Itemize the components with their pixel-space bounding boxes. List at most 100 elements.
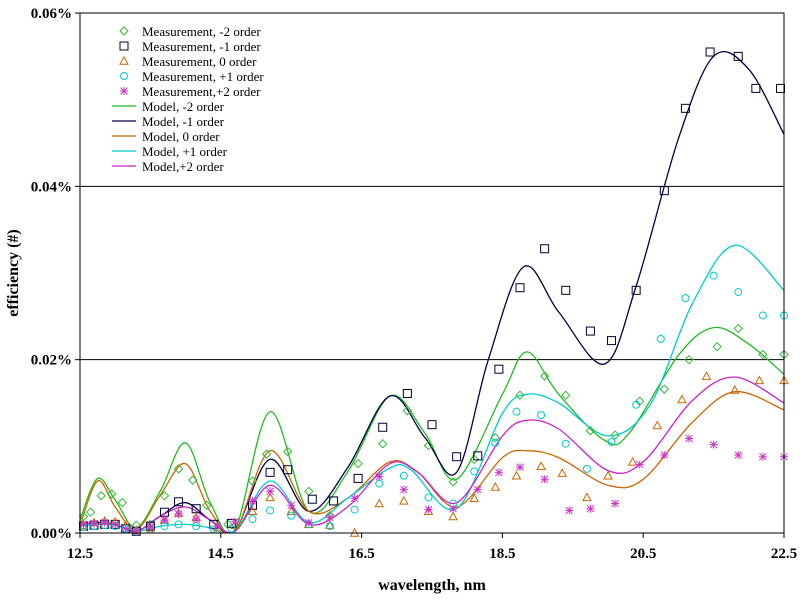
- marker-series-4: [192, 515, 201, 524]
- marker-series-0: [106, 489, 117, 499]
- marker-series-0: [448, 477, 458, 487]
- marker-series-2: [557, 468, 568, 477]
- marker-series-3: [491, 438, 500, 447]
- x-tick-label: 22.5: [771, 546, 797, 562]
- marker-series-0: [117, 497, 127, 508]
- marker-series-4: [287, 501, 296, 510]
- marker-series-2: [469, 493, 480, 503]
- legend-label: Model, +1 order: [142, 144, 228, 159]
- marker-series-4: [565, 506, 574, 515]
- marker-series-4: [660, 451, 669, 459]
- marker-series-1: [775, 83, 785, 93]
- y-tick-label: 0.00%: [31, 526, 72, 542]
- marker-series-1: [561, 285, 571, 295]
- marker-series-0: [353, 458, 363, 469]
- marker-series-2: [582, 492, 592, 502]
- marker-series-2: [603, 470, 613, 480]
- marker-series-3: [325, 522, 334, 531]
- marker-series-3: [375, 479, 384, 488]
- marker-series-3: [424, 493, 433, 502]
- marker-series-3: [227, 524, 236, 533]
- legend-label: Measurement, +1 order: [142, 69, 264, 84]
- marker-series-0: [187, 475, 198, 485]
- marker-series-1: [515, 283, 525, 293]
- marker-series-4: [586, 504, 595, 513]
- marker-series-4: [266, 487, 275, 496]
- marker-series-4: [213, 522, 222, 531]
- x-tick-label: 20.5: [630, 546, 656, 562]
- marker-series-0: [733, 323, 743, 334]
- measurement-markers: [78, 47, 789, 537]
- marker-series-4: [230, 517, 239, 526]
- marker-series-0: [585, 426, 596, 436]
- axis-ticks: 0.00% 0.02% 0.04% 0.06% 12.5 14.5 16.5 18.5 20.5…: [31, 6, 797, 562]
- marker-series-1: [427, 420, 437, 430]
- marker-series-2: [247, 506, 258, 516]
- marker-series-4: [248, 496, 257, 505]
- marker-series-4: [684, 434, 693, 443]
- marker-series-4: [494, 468, 503, 477]
- marker-series-3: [470, 467, 479, 476]
- marker-series-4: [473, 485, 482, 494]
- marker-series-3: [709, 271, 718, 280]
- legend-label: Measurement, -2 order: [142, 24, 261, 39]
- marker-series-2: [265, 492, 275, 502]
- x-tick-label: 12.5: [67, 546, 93, 562]
- marker-series-0: [515, 390, 525, 400]
- marker-series-0: [261, 449, 272, 459]
- marker-series-1: [378, 422, 388, 432]
- marker-series-2: [754, 375, 765, 385]
- marker-series-0: [85, 507, 96, 517]
- marker-series-1: [585, 326, 595, 336]
- marker-series-0: [490, 432, 501, 443]
- legend-label: Model, 0 order: [142, 129, 220, 144]
- marker-series-4: [516, 463, 524, 472]
- model-line-3: [80, 244, 784, 533]
- marker-series-1: [540, 244, 550, 254]
- x-tick-label: 16.5: [348, 546, 374, 562]
- marker-series-4: [121, 524, 130, 533]
- marker-series-0: [659, 384, 670, 394]
- marker-series-1: [659, 186, 669, 196]
- marker-series-2: [511, 470, 522, 480]
- marker-series-2: [677, 394, 687, 404]
- marker-series-2: [701, 371, 712, 380]
- marker-series-2: [536, 461, 546, 470]
- plot-area-frame: [79, 12, 785, 534]
- marker-series-3: [537, 411, 546, 420]
- marker-series-1: [452, 452, 462, 462]
- marker-series-0: [282, 446, 293, 457]
- marker-series-3: [512, 407, 521, 416]
- marker-series-4: [304, 518, 313, 527]
- legend-label: Measurement,+2 order: [142, 84, 261, 99]
- legend-marker-2: [119, 55, 129, 65]
- marker-series-4: [350, 494, 359, 503]
- legend-label: Measurement, -1 order: [142, 39, 261, 54]
- marker-series-1: [631, 285, 641, 295]
- marker-series-3: [266, 506, 275, 515]
- marker-series-4: [424, 505, 433, 514]
- marker-series-0: [202, 500, 212, 510]
- marker-series-3: [561, 439, 570, 448]
- marker-series-0: [684, 354, 694, 365]
- marker-series-2: [652, 420, 663, 430]
- marker-series-0: [758, 349, 768, 360]
- marker-series-0: [402, 406, 413, 416]
- marker-series-4: [540, 475, 549, 484]
- marker-series-4: [90, 519, 99, 528]
- marker-series-0: [159, 491, 170, 501]
- marker-series-1: [328, 496, 338, 506]
- marker-series-3: [758, 311, 767, 320]
- marker-series-4: [100, 518, 109, 527]
- marker-series-1: [283, 465, 293, 475]
- x-axis-title: wavelength, nm: [378, 577, 486, 594]
- marker-series-1: [680, 103, 690, 113]
- legend-marker-0: [119, 26, 129, 36]
- marker-series-0: [423, 440, 434, 451]
- y-tick-label: 0.04%: [31, 179, 72, 195]
- marker-series-3: [582, 464, 591, 473]
- y-axis-title: efficiency (#): [5, 229, 22, 317]
- marker-series-3: [681, 294, 690, 303]
- marker-series-3: [399, 471, 408, 480]
